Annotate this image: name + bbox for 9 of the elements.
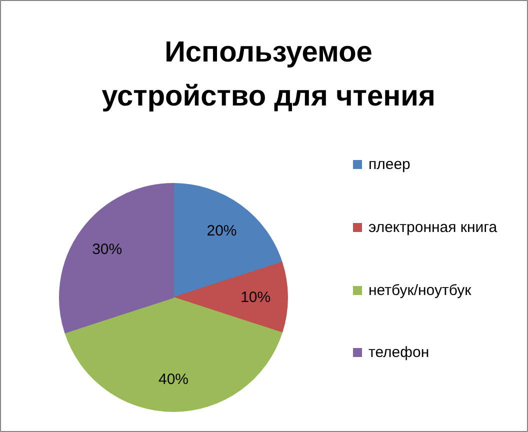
data-label: 40% (158, 371, 189, 388)
legend-label: электронная книга (368, 219, 498, 236)
data-label: 20% (206, 222, 237, 240)
legend-label: телефон (368, 344, 430, 361)
data-label: 30% (92, 240, 122, 258)
legend-label: плеер (368, 156, 410, 173)
legend-label: нетбук/ноутбук (368, 282, 472, 299)
data-label: 10% (240, 289, 271, 306)
chart-title: Используемое устройство для чтения (102, 36, 436, 112)
